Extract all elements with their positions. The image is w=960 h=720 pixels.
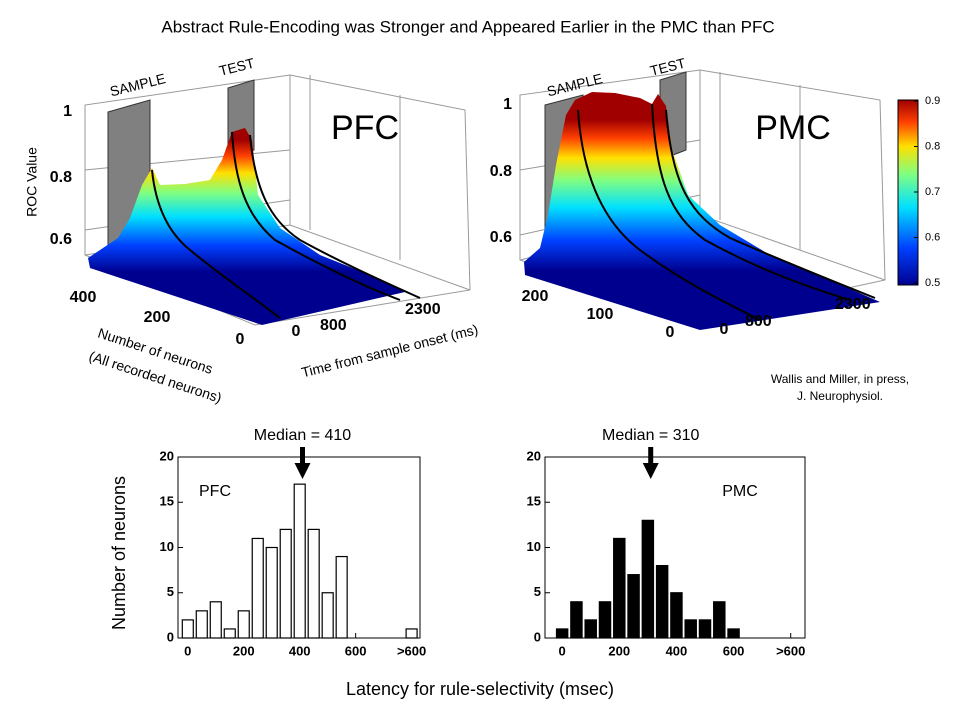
median-arrow-head (642, 463, 659, 479)
y-tick-label: 10 (527, 539, 541, 554)
histogram-bar (265, 546, 278, 639)
histogram-bar (209, 601, 222, 639)
histogram-bar (670, 592, 683, 639)
x-tick-label: 800 (745, 313, 772, 330)
histogram-bar (727, 628, 740, 639)
histogram-y-label: Number of neurons (109, 476, 129, 630)
colorbar-tick-label: 0.6 (925, 231, 940, 243)
y-tick-label: 20 (527, 448, 541, 463)
y-tick-label: 100 (587, 306, 614, 323)
x-tick-label: 200 (608, 643, 630, 658)
x-tick-label: 600 (723, 643, 745, 658)
pfc-surface (84, 74, 471, 326)
surface-label: PFC (331, 109, 399, 147)
histogram-bar (195, 610, 208, 639)
x-tick-label: 0 (720, 321, 729, 338)
x-tick-label: 0 (559, 643, 566, 658)
citation: J. Neurophysiol. (797, 389, 883, 403)
surface-label: PMC (755, 109, 831, 147)
y-tick-label: 10 (160, 539, 174, 554)
z-tick-label: 1 (503, 96, 512, 113)
epoch-label: TEST (217, 55, 256, 79)
colorbar-tick-label: 0.8 (925, 140, 940, 152)
x-tick-label: 0 (184, 643, 191, 658)
z-tick-label: 0.6 (490, 229, 512, 246)
histogram-bar (598, 601, 612, 639)
histogram-bar (237, 610, 250, 639)
histogram-bar (655, 564, 669, 639)
pmc-ticks: 1 0.8 0.6 200 100 0 0 800 2300 (490, 96, 871, 341)
x-tick-label: 0 (292, 323, 301, 340)
y-tick-label: 0 (534, 629, 541, 644)
histogram-bar (698, 619, 712, 639)
z-tick-label: 1 (63, 103, 72, 120)
x-tick-label: 600 (345, 643, 367, 658)
histogram-bar (251, 537, 264, 639)
colorbar-ticks: 0.5 0.6 0.7 0.8 0.9 (914, 95, 940, 289)
histogram-bar (335, 555, 348, 639)
histogram-bar (293, 483, 306, 639)
y-tick-label: 15 (160, 494, 174, 509)
x-tick-label: >600 (397, 643, 426, 658)
pmc-surface (519, 69, 886, 330)
y-tick-label: 5 (167, 584, 174, 599)
y-tick-label: 0 (236, 331, 245, 348)
pfc-ticks: 1 0.8 0.6 400 200 0 0 800 2300 (50, 103, 441, 348)
colorbar-tick-label: 0.7 (925, 186, 940, 198)
citation: Wallis and Miller, in press, (771, 372, 909, 386)
epoch-label: SAMPLE (108, 70, 167, 99)
histogram-bar (181, 619, 194, 639)
y-tick-label: 0 (666, 324, 675, 341)
histogram-bar (555, 628, 569, 639)
median-label: Median = 410 (254, 427, 352, 444)
histogram-bar (613, 537, 626, 639)
colorbar-tick-label: 0.9 (925, 95, 940, 107)
y-tick-label: 200 (144, 309, 171, 326)
histogram-bar (627, 574, 640, 639)
median-label: Median = 310 (602, 427, 700, 444)
histogram-bar (321, 592, 334, 639)
x-tick-label: >600 (776, 643, 805, 658)
y-tick-label: 0 (167, 629, 174, 644)
y-tick-label: 400 (70, 289, 97, 306)
histogram-bar (279, 528, 292, 639)
histogram-bar (641, 519, 655, 639)
x-tick-label: 200 (233, 643, 255, 658)
z-tick-label: 0.6 (50, 231, 72, 248)
x-tick-label: 2300 (835, 296, 871, 313)
panel-label: PFC (199, 483, 231, 500)
x-tick-label: 400 (666, 643, 688, 658)
x-tick-label: 2300 (405, 301, 441, 318)
z-axis-label: ROC Value (24, 147, 40, 217)
y-tick-label: 200 (522, 288, 549, 305)
y-tick-label: 5 (534, 584, 541, 599)
y-tick-label: 15 (527, 494, 541, 509)
z-tick-label: 0.8 (50, 169, 72, 186)
colorbar-tick-label: 0.5 (925, 277, 940, 289)
histogram-bar (405, 628, 418, 639)
histogram-bar (584, 619, 597, 639)
x-tick-label: 800 (320, 317, 347, 334)
histogram-bar (307, 528, 320, 639)
slide-title: Abstract Rule-Encoding was Stronger and … (161, 17, 774, 36)
histogram-bar (570, 601, 583, 639)
median-arrow-head (294, 463, 311, 479)
y-tick-label: 20 (160, 448, 174, 463)
histogram-bar (223, 628, 236, 639)
x-tick-label: 400 (289, 643, 311, 658)
panel-label: PMC (722, 483, 758, 500)
histogram-bar (684, 619, 697, 639)
histogram-x-label: Latency for rule-selectivity (msec) (346, 679, 614, 699)
z-tick-label: 0.8 (490, 163, 512, 180)
histogram-bar (713, 601, 726, 639)
